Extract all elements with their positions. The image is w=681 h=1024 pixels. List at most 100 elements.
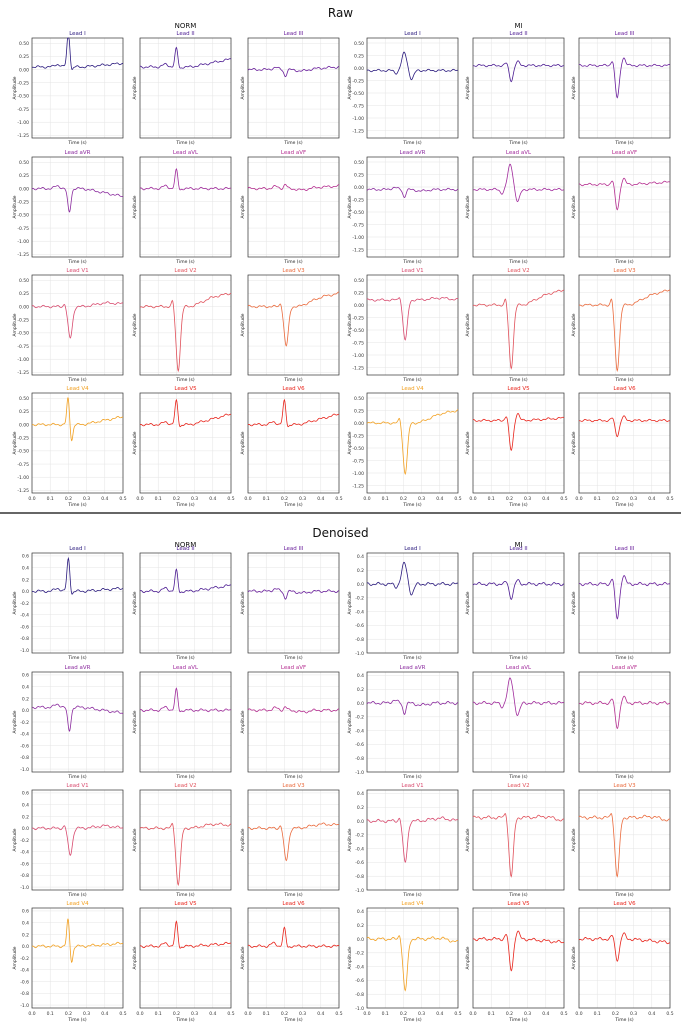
ecg-trace <box>139 398 231 428</box>
y-axis-label: Amplitude <box>240 591 246 614</box>
y-axis-label: Amplitude <box>465 431 471 454</box>
x-tick-label: 0.0 <box>469 1011 476 1017</box>
ecg-subplot: Lead V6 Amplitude 0.0 0.1 0.2 0.3 0.4 0.5 Time (… <box>571 386 674 508</box>
y-axis-label: Amplitude <box>571 946 577 969</box>
y-tick-label: -0.75 <box>352 340 364 346</box>
ecg-trace <box>578 695 671 730</box>
plot-frame <box>578 156 671 258</box>
y-tick-label: -0.6 <box>355 860 364 866</box>
ecg-trace <box>139 687 232 713</box>
y-tick-label: -0.2 <box>20 838 29 844</box>
y-tick-label: -0.6 <box>355 742 364 748</box>
ecg-subplot: Lead aVF Amplitude Time (s) <box>240 665 340 780</box>
lead-title: Lead III <box>615 546 635 552</box>
y-tick-label: 0.4 <box>22 685 29 691</box>
lead-title: Lead V5 <box>507 386 530 392</box>
y-tick-label: 0.0 <box>357 701 364 707</box>
x-tick-label: 0.1 <box>47 1011 54 1017</box>
y-tick-label: -1.00 <box>352 235 364 241</box>
x-axis-label: Time (s) <box>283 502 303 508</box>
plot-frame <box>139 789 232 891</box>
y-axis-label: Amplitude <box>347 591 353 614</box>
ecg-subplot: Lead II Amplitude Time (s) <box>465 546 565 661</box>
lead-title: Lead I <box>404 546 421 552</box>
group-title-denoised-mi: MI <box>514 541 522 549</box>
y-tick-label: 0.2 <box>22 932 29 938</box>
y-tick-label: -0.2 <box>20 956 29 962</box>
plot-frame <box>578 671 671 773</box>
y-axis-label: Amplitude <box>240 431 246 454</box>
y-tick-label: -0.25 <box>17 436 29 442</box>
ecg-subplot: Lead III Amplitude Time (s) <box>240 31 340 146</box>
y-tick-label: -1.25 <box>17 252 29 258</box>
plot-frame <box>247 37 340 139</box>
y-axis-label: Amplitude <box>571 710 577 733</box>
x-axis-label: Time (s) <box>283 774 303 780</box>
y-tick-label: -0.6 <box>355 978 364 984</box>
ecg-subplot: Lead III Amplitude Time (s) <box>571 546 671 661</box>
y-tick-label: -0.75 <box>352 222 364 228</box>
ecg-trace <box>578 575 671 620</box>
ecg-trace <box>139 920 232 949</box>
y-tick-label: 0.4 <box>357 909 364 915</box>
x-axis-label: Time (s) <box>175 140 195 146</box>
plot-frame <box>472 37 565 139</box>
y-tick-label: -0.6 <box>20 979 29 985</box>
y-tick-label: -1.0 <box>355 888 364 894</box>
y-tick-label: -0.50 <box>17 94 29 100</box>
y-tick-label: -1.00 <box>17 239 29 245</box>
ecg-subplot: Lead V5 Amplitude 0.0 0.1 0.2 0.3 0.4 0.5 Time (… <box>465 386 568 508</box>
y-tick-label: 0.00 <box>19 422 29 428</box>
x-axis-label: Time (s) <box>402 140 422 146</box>
y-axis-label: Amplitude <box>132 431 138 454</box>
ecg-trace <box>31 37 124 71</box>
y-tick-label: -0.6 <box>20 861 29 867</box>
y-axis-label: Amplitude <box>12 946 18 969</box>
plot-frame <box>139 274 232 376</box>
plot-frame <box>366 156 459 258</box>
plot-frame <box>139 156 232 258</box>
y-tick-label: -0.50 <box>352 446 364 452</box>
ecg-subplot: Lead V5 Amplitude 0.0 0.1 0.2 0.3 0.4 0.5 Time (… <box>132 901 235 1023</box>
ecg-subplot: Lead II Amplitude Time (s) <box>465 31 565 146</box>
group-title-denoised-norm: NORM <box>175 541 197 549</box>
plot-frame <box>366 37 459 139</box>
y-tick-label: -1.0 <box>355 1006 364 1012</box>
y-tick-label: -0.4 <box>20 613 29 619</box>
x-axis-label: Time (s) <box>614 892 634 898</box>
y-tick-label: 0.6 <box>22 554 29 560</box>
x-axis-label: Time (s) <box>402 259 422 265</box>
x-axis-label: Time (s) <box>175 655 195 661</box>
lead-title: Lead V1 <box>66 268 88 274</box>
x-tick-label: 0.1 <box>47 496 54 502</box>
x-axis-label: Time (s) <box>67 892 87 898</box>
ecg-subplot: Lead aVL Amplitude Time (s) <box>132 150 232 265</box>
ecg-trace <box>139 568 232 594</box>
lead-title: Lead V3 <box>282 783 305 789</box>
x-axis-label: Time (s) <box>175 502 195 508</box>
plot-frame <box>578 392 671 494</box>
x-tick-label: 0.3 <box>299 1011 306 1017</box>
x-tick-label: 0.1 <box>594 1011 601 1017</box>
y-tick-label: 0.50 <box>354 278 364 284</box>
x-tick-label: 0.0 <box>244 496 251 502</box>
ecg-trace <box>366 935 459 992</box>
group-title-raw-mi: MI <box>514 22 522 30</box>
y-axis-label: Amplitude <box>347 946 353 969</box>
lead-title: Lead II <box>176 546 195 552</box>
y-tick-label: -1.0 <box>355 770 364 776</box>
x-tick-label: 0.3 <box>524 496 531 502</box>
lead-title: Lead V4 <box>66 386 89 392</box>
x-tick-label: 0.2 <box>612 496 619 502</box>
x-axis-label: Time (s) <box>614 377 634 383</box>
y-axis-label: Amplitude <box>240 195 246 218</box>
x-tick-label: 0.3 <box>191 496 198 502</box>
y-axis-label: Amplitude <box>465 710 471 733</box>
plot-frame <box>31 392 124 494</box>
y-tick-label: 0.25 <box>354 290 364 296</box>
ecg-subplot: Lead V4 0.4 0.2 0.0 -0.2 -0.4 -0.6 -0.8 -1.0 Ampl… <box>347 901 462 1023</box>
x-tick-label: 0.1 <box>155 496 162 502</box>
section-title-denoised: Denoised <box>312 526 368 540</box>
ecg-subplot: Lead V6 Amplitude 0.0 0.1 0.2 0.3 0.4 0.5 Time (… <box>571 901 674 1023</box>
ecg-trace <box>472 412 565 452</box>
